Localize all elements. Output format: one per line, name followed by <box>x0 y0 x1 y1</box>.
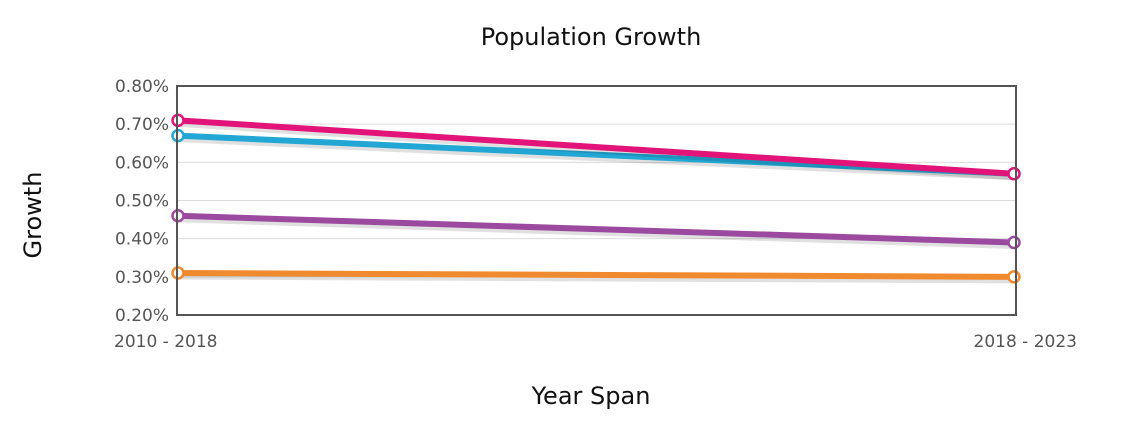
y-tick-label: 0.70% <box>115 115 169 135</box>
y-tick-label: 0.80% <box>115 77 169 97</box>
data-point <box>1007 167 1021 181</box>
series-line <box>175 212 1017 246</box>
y-tick-label: 0.20% <box>115 306 169 326</box>
x-tick-label: 2018 - 2023 <box>974 332 1077 352</box>
series-group <box>171 113 1021 284</box>
y-axis-title: Growth <box>19 172 47 259</box>
data-point <box>1007 235 1021 250</box>
y-tick-label: 0.30% <box>115 268 169 288</box>
chart-title: Population Growth <box>481 23 702 51</box>
x-axis-title: Year Span <box>531 382 651 410</box>
plot-frame <box>176 85 1017 316</box>
x-tick-label: 2010 - 2018 <box>114 332 217 352</box>
data-point <box>1007 270 1021 284</box>
y-axis-ticks: 0.20% 0.30% 0.40% 0.50% 0.60% 0.70% 0.80% <box>115 77 169 326</box>
y-tick-label: 0.60% <box>115 153 169 173</box>
x-axis-ticks: 2010 - 2018 2018 - 2023 <box>114 332 1077 352</box>
series-line <box>175 117 1017 177</box>
series-line <box>175 270 1017 280</box>
y-tick-label: 0.40% <box>115 230 169 250</box>
y-tick-label: 0.50% <box>115 192 169 212</box>
